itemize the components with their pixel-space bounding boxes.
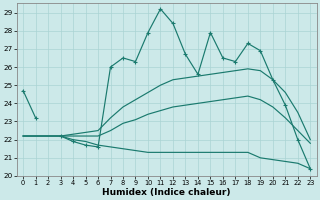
X-axis label: Humidex (Indice chaleur): Humidex (Indice chaleur): [102, 188, 231, 197]
